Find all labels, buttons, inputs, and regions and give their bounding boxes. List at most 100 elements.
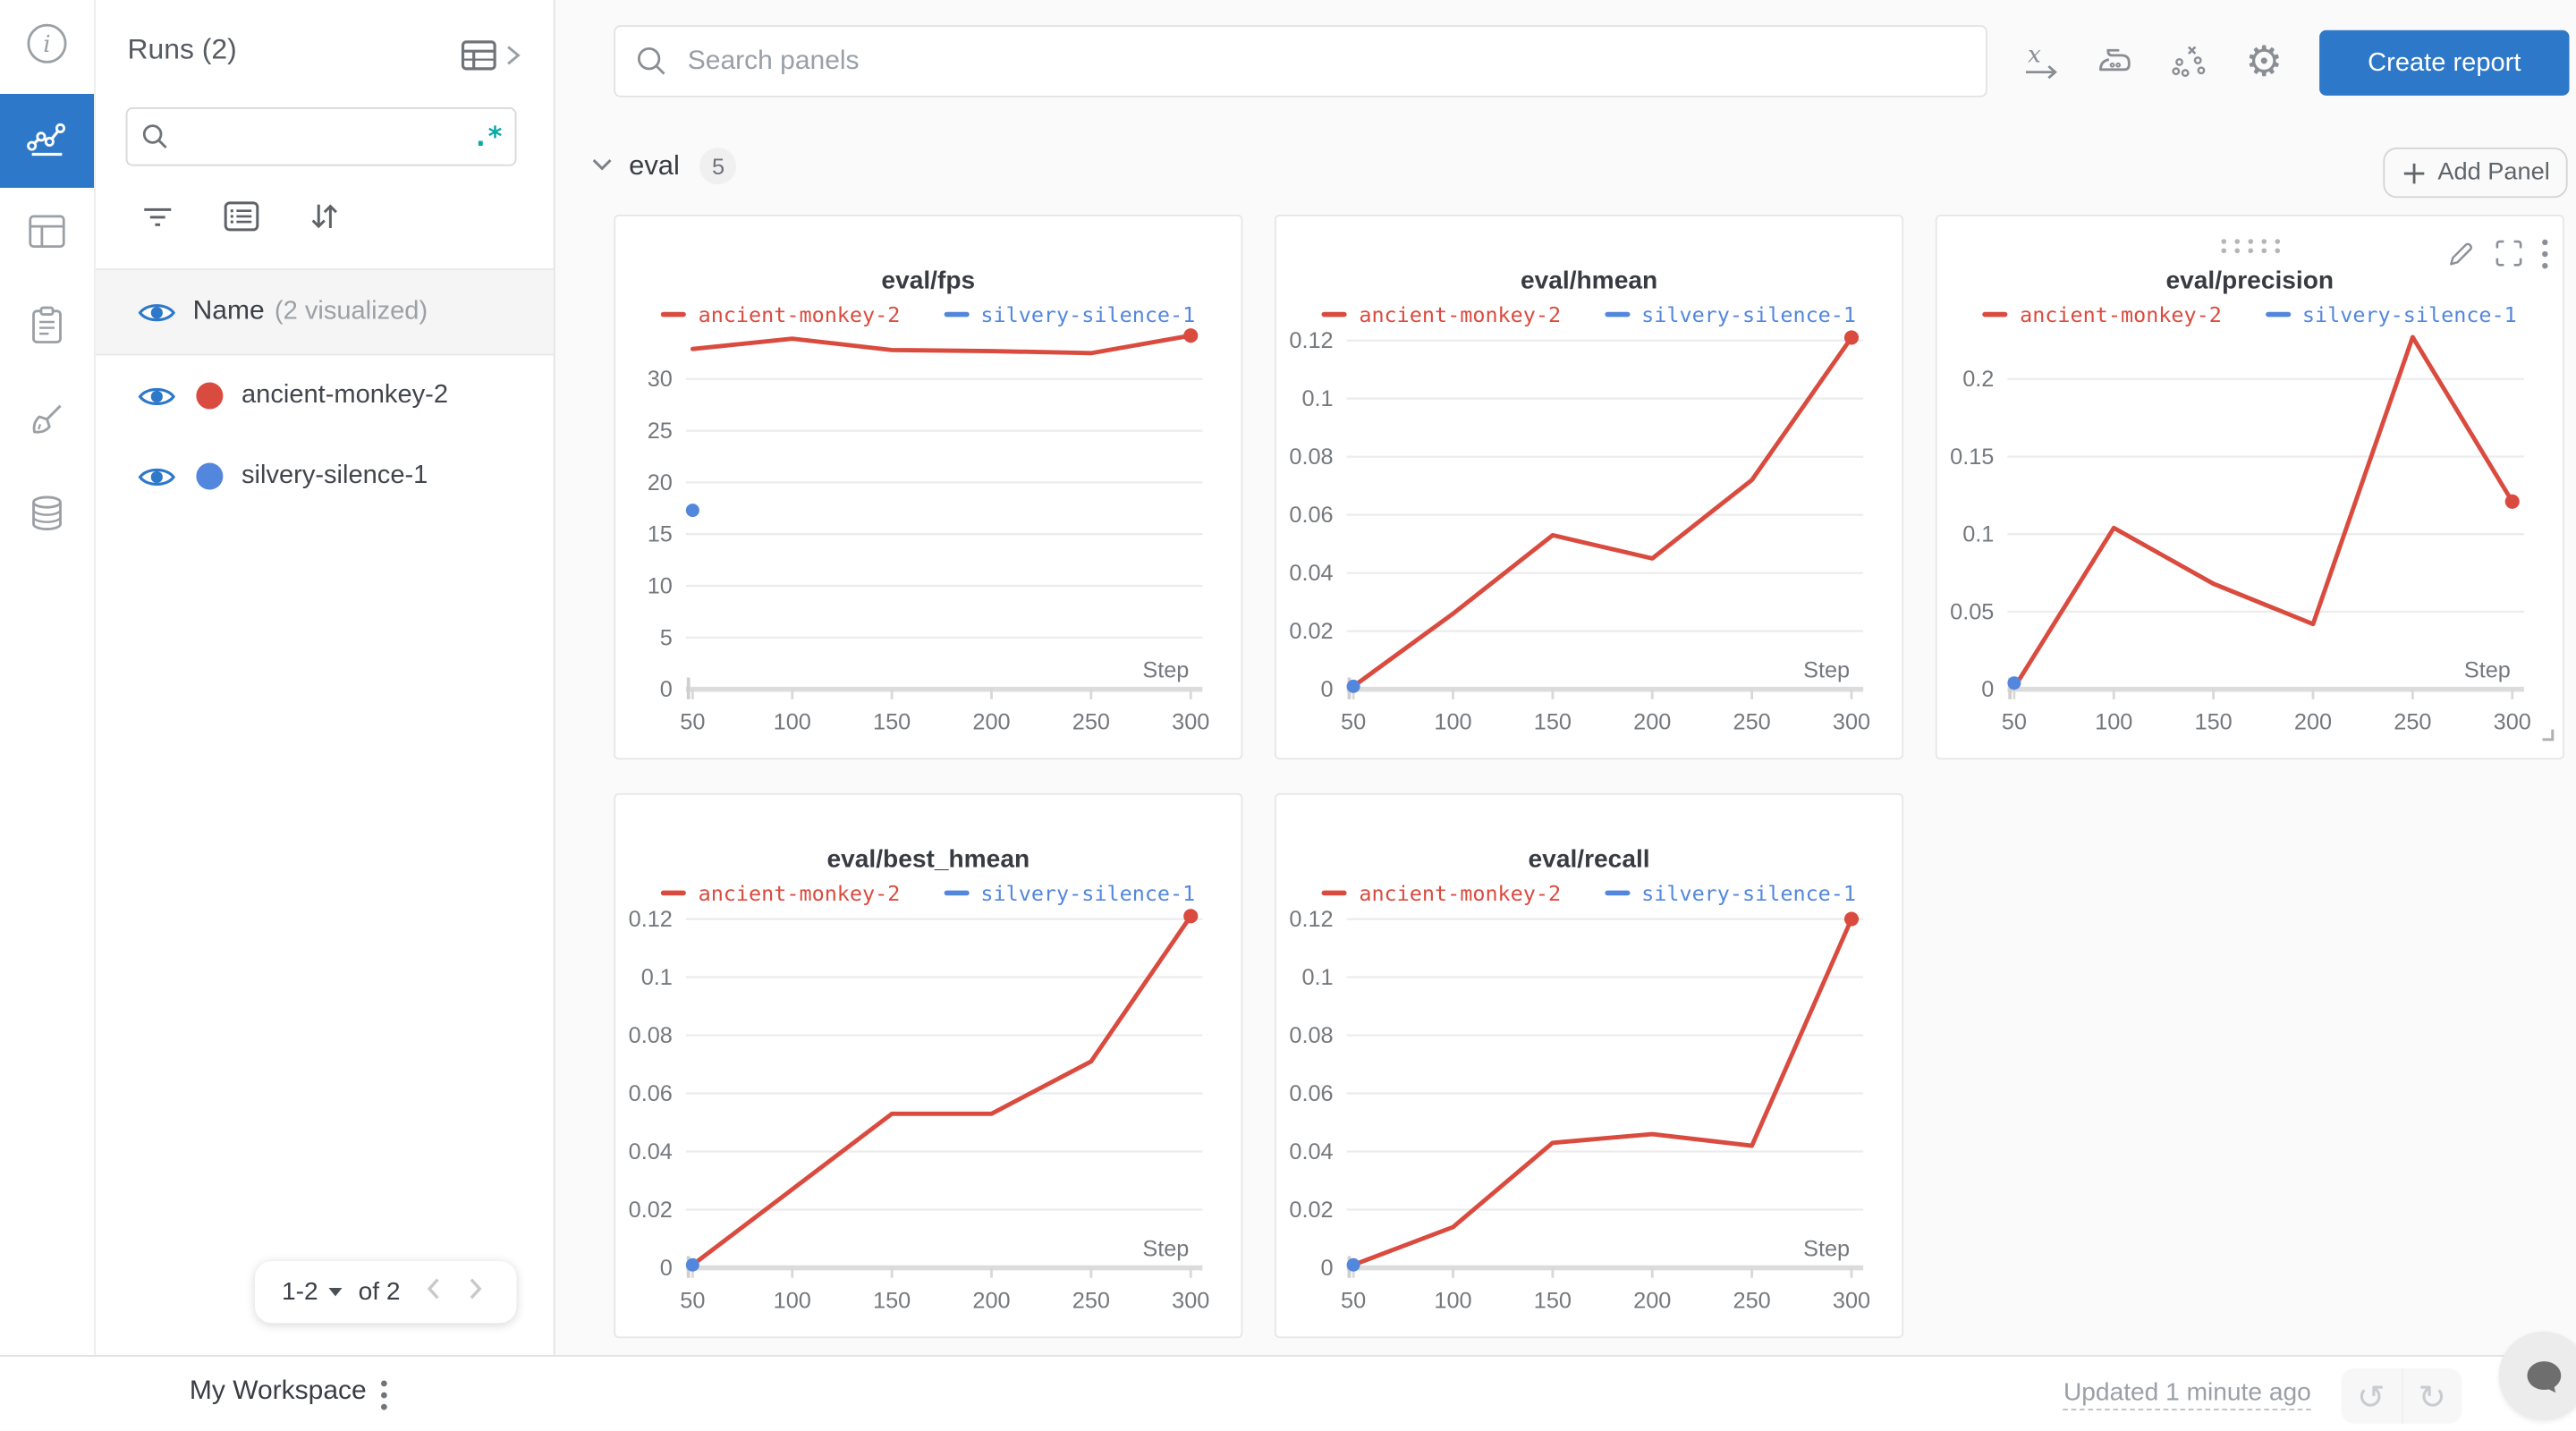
legend-dash-icon: [944, 890, 970, 896]
legend-item[interactable]: silvery-silence-1: [1604, 880, 1856, 906]
run-color-dot[interactable]: [196, 462, 224, 490]
help-chat-button[interactable]: [2498, 1331, 2576, 1421]
chart-title: eval/fps: [881, 267, 976, 295]
chart-panel-eval-precision[interactable]: eval/precision ancient-monkey-2 silvery-si…: [1935, 215, 2564, 760]
expand-runs-chevron-icon[interactable]: [504, 40, 524, 79]
chart-legend: ancient-monkey-2 silvery-silence-1: [1276, 302, 1902, 327]
panel-search-input[interactable]: [684, 44, 1966, 79]
edit-panel-pencil-icon[interactable]: [2445, 237, 2478, 269]
search-icon: [141, 123, 170, 151]
svg-text:50: 50: [1341, 710, 1366, 735]
chart-panel-eval-best-hmean[interactable]: eval/best_hmean ancient-monkey-2 silvery-s…: [614, 792, 1243, 1339]
chart-canvas[interactable]: 0 0.02 0.04 0.06 0.08 0.1 0.12 50 100 150 200 250 30…: [1276, 895, 1902, 1325]
run-row-silvery-silence-1[interactable]: silvery-silence-1: [94, 436, 554, 517]
legend-item[interactable]: silvery-silence-1: [944, 302, 1195, 327]
svg-text:100: 100: [1434, 1289, 1471, 1314]
runs-table-icon[interactable]: [460, 37, 500, 82]
svg-text:150: 150: [1534, 710, 1572, 735]
workspace-main: x ⚙ Create report eval 5 Add Panel eval/: [553, 0, 2576, 1355]
legend-item[interactable]: ancient-monkey-2: [1322, 880, 1561, 906]
bottom-bar: My Workspace Updated 1 minute ago ↺ ↻: [0, 1355, 2576, 1431]
eye-icon[interactable]: [138, 298, 176, 326]
eye-icon[interactable]: [138, 382, 176, 411]
run-color-dot[interactable]: [196, 382, 224, 410]
run-name[interactable]: ancient-monkey-2: [242, 380, 449, 410]
name-column-label: Name: [192, 296, 265, 326]
settings-gear-icon[interactable]: ⚙: [2245, 37, 2284, 86]
legend-item[interactable]: silvery-silence-1: [2265, 302, 2517, 327]
panel-drag-handle-icon[interactable]: [2216, 233, 2284, 264]
legend-item[interactable]: ancient-monkey-2: [1322, 302, 1561, 327]
legend-item[interactable]: ancient-monkey-2: [1982, 302, 2222, 327]
add-panel-button[interactable]: Add Panel: [2383, 148, 2568, 199]
smoothing-iron-icon[interactable]: [2091, 40, 2141, 84]
chart-canvas[interactable]: 0 0.02 0.04 0.06 0.08 0.1 0.12 50 100 150 200 250 30…: [615, 895, 1241, 1325]
svg-text:Step: Step: [1142, 658, 1189, 683]
fullscreen-panel-icon[interactable]: [2492, 236, 2526, 270]
eye-icon[interactable]: [138, 462, 176, 491]
regex-toggle[interactable]: .*: [472, 121, 503, 153]
chart-title: eval/best_hmean: [826, 845, 1030, 874]
svg-text:0: 0: [1321, 677, 1334, 702]
svg-text:0.04: 0.04: [1289, 1139, 1333, 1164]
svg-text:0.1: 0.1: [1301, 965, 1333, 990]
svg-text:300: 300: [2494, 710, 2531, 735]
chart-panel-eval-recall[interactable]: eval/recall ancient-monkey-2 silvery-silen…: [1275, 792, 1904, 1339]
svg-text:0.1: 0.1: [1962, 522, 1994, 547]
svg-text:x: x: [2028, 41, 2041, 68]
section-title: eval: [629, 149, 680, 181]
next-page-icon[interactable]: [466, 1274, 485, 1310]
nav-sweeps[interactable]: [0, 376, 94, 470]
nav-workspace[interactable]: [0, 94, 94, 188]
runs-search-box: .*: [125, 107, 517, 166]
svg-text:150: 150: [2195, 710, 2233, 735]
nav-table[interactable]: [0, 188, 94, 282]
run-name[interactable]: silvery-silence-1: [242, 461, 428, 490]
runs-panel-title: Runs (2): [127, 33, 237, 66]
legend-run-name: silvery-silence-1: [980, 880, 1196, 906]
nav-overview[interactable]: i: [0, 0, 94, 94]
svg-text:50: 50: [2002, 710, 2027, 735]
nav-logs[interactable]: [0, 282, 94, 376]
section-collapse-chevron-icon[interactable]: [590, 151, 614, 182]
undo-icon[interactable]: ↺: [2342, 1368, 2402, 1424]
svg-text:0: 0: [660, 677, 673, 702]
chart-canvas[interactable]: 0 0.05 0.1 0.15 0.2 50 100 150 200 250 300 Step: [1937, 317, 2563, 746]
svg-text:5: 5: [660, 625, 673, 650]
chart-title: eval/recall: [1528, 845, 1650, 874]
chart-canvas[interactable]: 0 0.02 0.04 0.06 0.08 0.1 0.12 50 100 150 200 250 30…: [1276, 317, 1902, 746]
svg-text:25: 25: [648, 419, 673, 444]
runs-pagination: 1-2 of 2: [255, 1261, 517, 1324]
panel-resize-handle-icon[interactable]: [2538, 721, 2556, 751]
page-range-dropdown[interactable]: 1-2: [282, 1277, 318, 1307]
legend-item[interactable]: ancient-monkey-2: [661, 880, 900, 906]
grouping-icon[interactable]: [222, 198, 262, 234]
prev-page-icon[interactable]: [424, 1274, 443, 1310]
filter-icon[interactable]: [140, 198, 176, 234]
run-row-ancient-monkey-2[interactable]: ancient-monkey-2: [94, 356, 554, 436]
legend-dash-icon: [944, 311, 970, 318]
page-total: of 2: [358, 1277, 401, 1307]
outliers-scatter-icon[interactable]: [2165, 40, 2216, 84]
legend-item[interactable]: silvery-silence-1: [944, 880, 1196, 906]
svg-text:100: 100: [2095, 710, 2132, 735]
redo-icon[interactable]: ↻: [2418, 1376, 2446, 1417]
x-axis-settings-icon[interactable]: x: [2018, 40, 2068, 84]
legend-item[interactable]: silvery-silence-1: [1604, 302, 1856, 327]
workspace-menu-kebab-icon[interactable]: [379, 1376, 389, 1422]
runs-search-input[interactable]: [181, 121, 473, 152]
legend-item[interactable]: ancient-monkey-2: [661, 302, 900, 327]
chart-canvas[interactable]: 0 5 10 15 20 25 30 50 100 150 200 250 300 Step: [615, 317, 1241, 746]
panel-menu-kebab-icon[interactable]: [2541, 237, 2549, 269]
create-report-button[interactable]: Create report: [2319, 30, 2570, 96]
chart-panel-eval-fps[interactable]: eval/fps ancient-monkey-2 silvery-silence-…: [614, 215, 1243, 760]
workspace-name[interactable]: My Workspace: [189, 1376, 367, 1406]
chevron-down-icon[interactable]: [327, 1288, 342, 1297]
runs-name-header-row[interactable]: Name (2 visualized): [94, 268, 554, 356]
info-icon: i: [25, 21, 69, 72]
legend-dash-icon: [661, 890, 687, 896]
sort-icon[interactable]: [303, 196, 343, 236]
chart-panel-eval-hmean[interactable]: eval/hmean ancient-monkey-2 silvery-silenc…: [1275, 215, 1904, 760]
nav-artifacts[interactable]: [0, 470, 94, 563]
chart-title: eval/hmean: [1520, 267, 1658, 295]
